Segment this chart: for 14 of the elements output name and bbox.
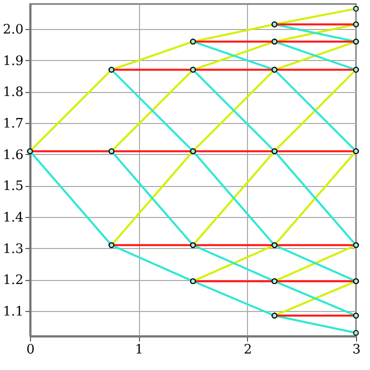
y-tick-label: 1.7 — [2, 116, 24, 132]
y-tick-label: 1.9 — [2, 54, 24, 69]
y-tick-label: 1.1 — [2, 304, 24, 320]
y-tick-label: 1.2 — [2, 273, 24, 288]
x-tick-label: 1 — [135, 342, 144, 358]
y-tick-label: 1.4 — [2, 210, 24, 226]
y-tick-label: 2.0 — [2, 22, 24, 38]
y-tick-label: 1.8 — [2, 85, 24, 100]
y-tick-label: 1.5 — [2, 179, 24, 194]
x-tick-label: 2 — [244, 342, 252, 358]
x-tick-label: 3 — [352, 342, 361, 358]
y-tick-label: 1.6 — [2, 148, 24, 163]
x-tick-label: 0 — [26, 342, 35, 358]
y-tick-label: 1.3 — [2, 242, 24, 257]
